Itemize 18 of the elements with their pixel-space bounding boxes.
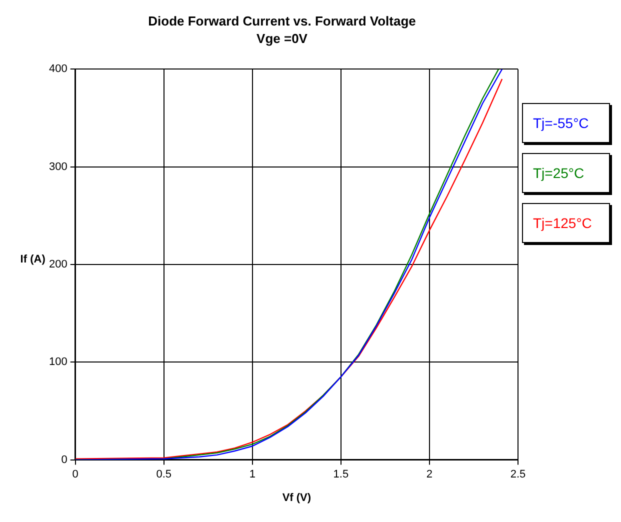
text: Tj=125°C [533, 215, 592, 232]
y-tick-label: 200 [48, 258, 68, 271]
text: Tj=-55°C [533, 115, 589, 132]
x-tick-label: 2 [426, 468, 433, 480]
x-tick-label: 1.5 [333, 468, 349, 480]
chart-subtitle: Vge =0V [256, 30, 308, 46]
x-axis-title: Vf (V) [282, 492, 312, 504]
x-tick-label: 0 [72, 468, 78, 480]
y-tick-label: 100 [48, 356, 68, 368]
y-tick-label: 400 [48, 63, 68, 76]
chart-title: Diode Forward Current vs. Forward Voltage [148, 13, 416, 28]
text: Tj=25°C [533, 165, 584, 182]
y-axis-title: If (A) [20, 254, 46, 266]
x-tick-label: 1 [249, 468, 256, 480]
y-tick-label: 0 [61, 454, 68, 466]
x-tick-label: 0.5 [156, 468, 172, 480]
x-tick-label: 2.5 [510, 468, 526, 480]
y-tick-label: 300 [48, 160, 68, 173]
